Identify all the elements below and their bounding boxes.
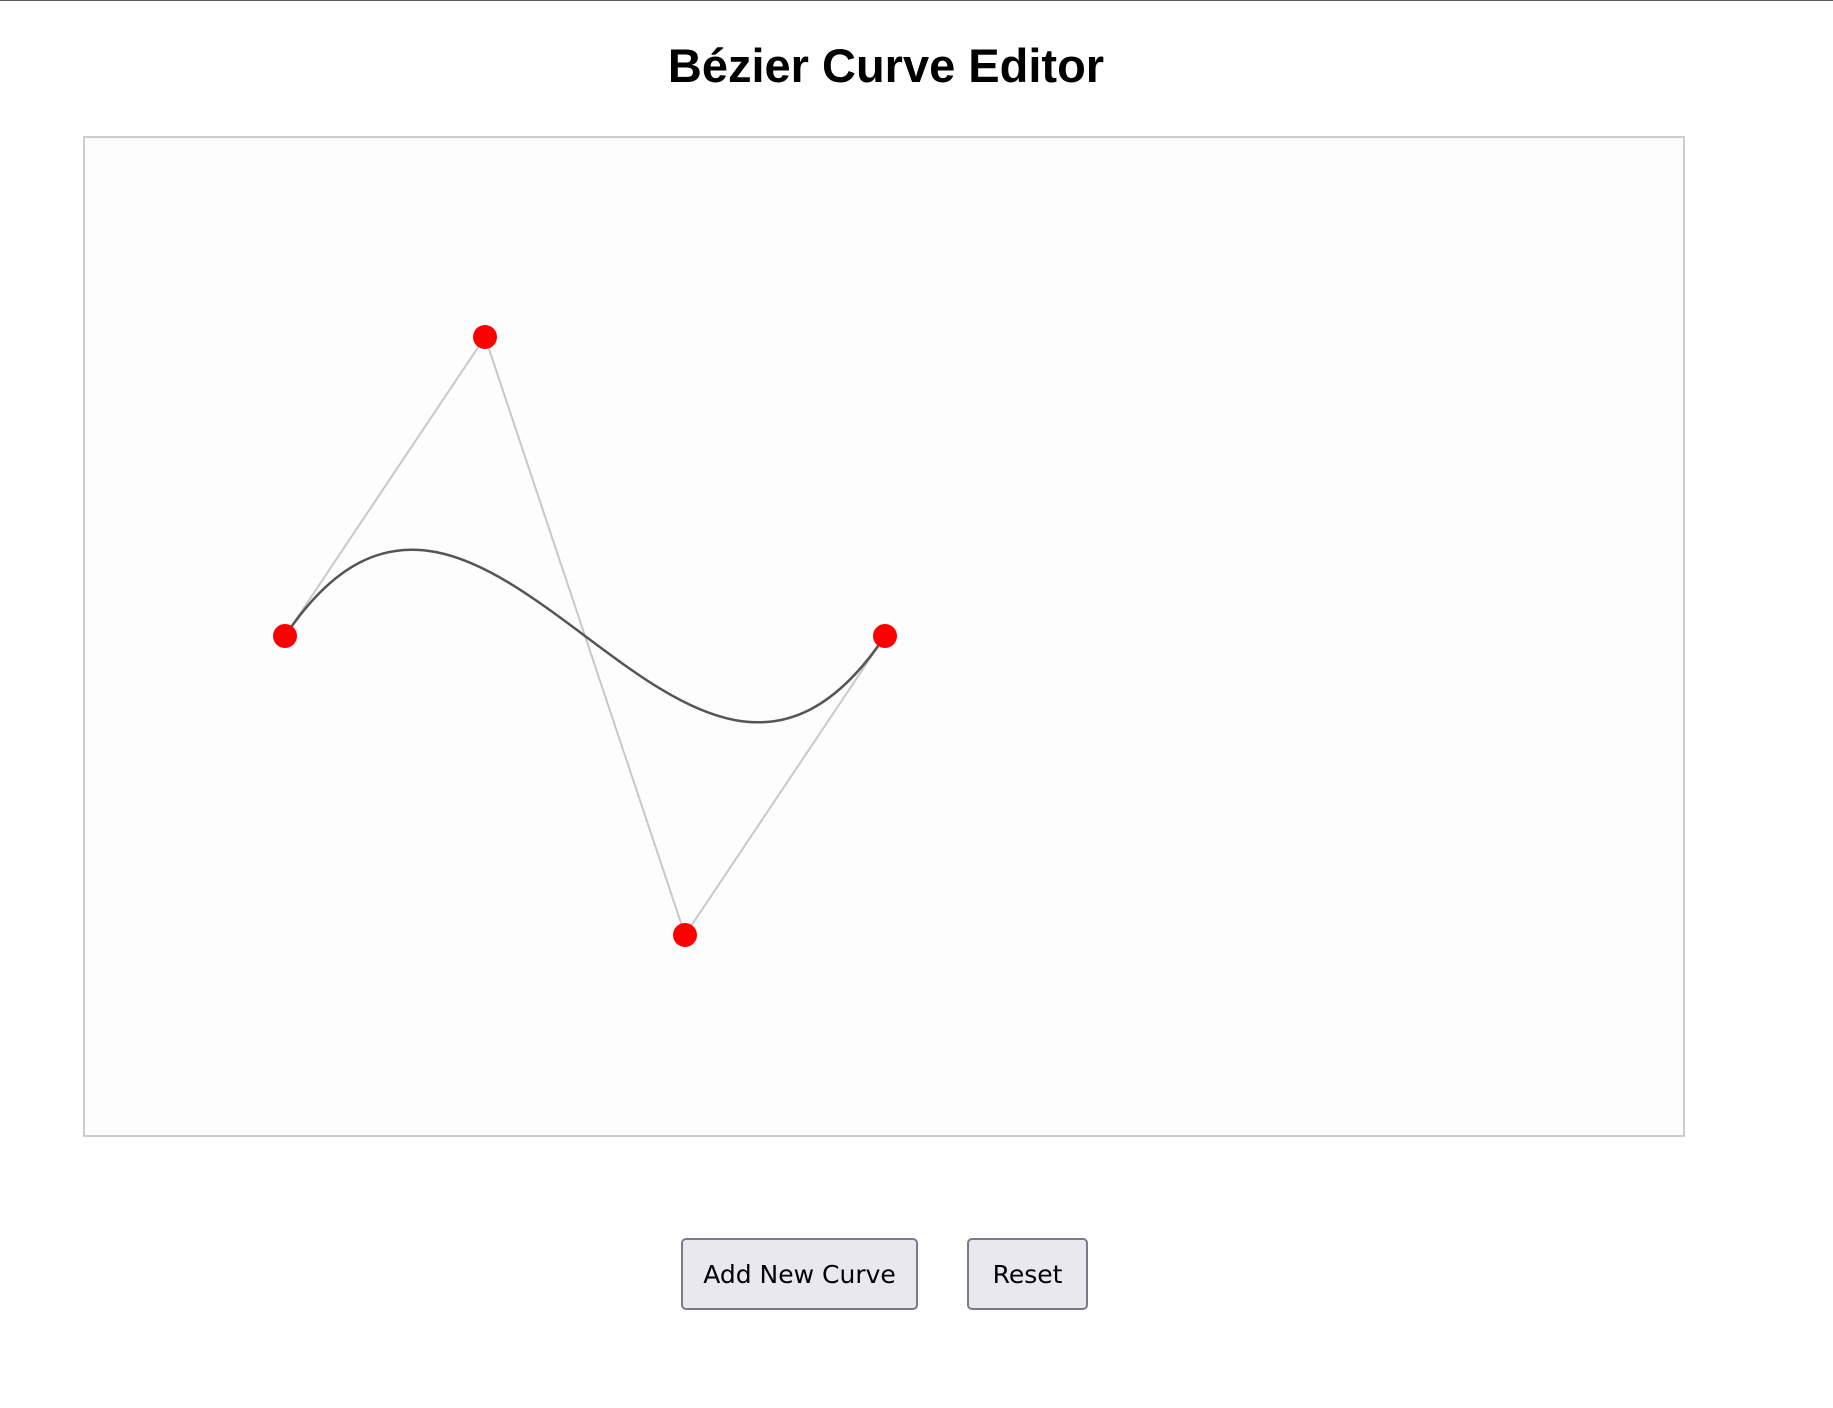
top-divider — [0, 0, 1833, 1]
page-title: Bézier Curve Editor — [667, 39, 1105, 92]
bezier-curve — [283, 548, 887, 724]
control-line-p0-p1 — [284, 336, 486, 637]
curve-canvas[interactable] — [83, 136, 1685, 1137]
curve-canvas-svg[interactable] — [85, 138, 1683, 1135]
control-line-p2-p3 — [684, 635, 886, 936]
reset-button[interactable]: Reset — [967, 1238, 1088, 1310]
control-point-handle-1[interactable] — [473, 325, 497, 349]
control-point-handle-2[interactable] — [673, 923, 697, 947]
control-point-end[interactable] — [873, 624, 897, 648]
control-point-start[interactable] — [273, 624, 297, 648]
add-new-curve-button[interactable]: Add New Curve — [681, 1238, 918, 1310]
